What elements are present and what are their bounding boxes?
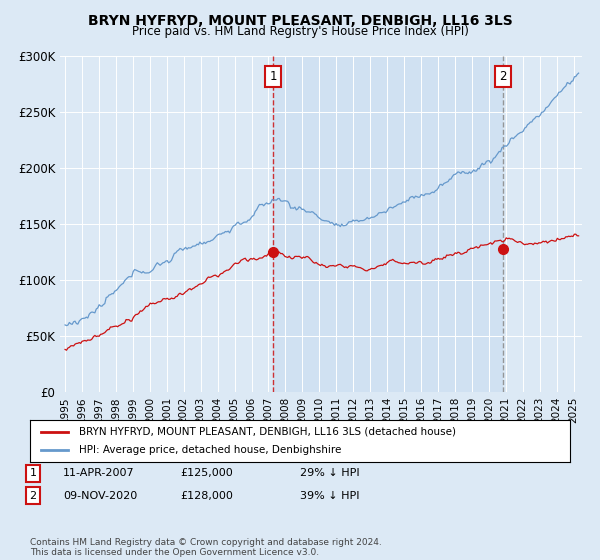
Text: £125,000: £125,000 <box>180 468 233 478</box>
Text: BRYN HYFRYD, MOUNT PLEASANT, DENBIGH, LL16 3LS: BRYN HYFRYD, MOUNT PLEASANT, DENBIGH, LL… <box>88 14 512 28</box>
Text: £128,000: £128,000 <box>180 491 233 501</box>
Text: 11-APR-2007: 11-APR-2007 <box>63 468 134 478</box>
Text: 39% ↓ HPI: 39% ↓ HPI <box>300 491 359 501</box>
Bar <box>273 56 503 392</box>
Text: Price paid vs. HM Land Registry's House Price Index (HPI): Price paid vs. HM Land Registry's House … <box>131 25 469 38</box>
Text: 1: 1 <box>269 69 277 83</box>
Text: 2: 2 <box>500 69 507 83</box>
Text: 2: 2 <box>29 491 37 501</box>
Text: 1: 1 <box>29 468 37 478</box>
Text: BRYN HYFRYD, MOUNT PLEASANT, DENBIGH, LL16 3LS (detached house): BRYN HYFRYD, MOUNT PLEASANT, DENBIGH, LL… <box>79 427 455 437</box>
Text: 29% ↓ HPI: 29% ↓ HPI <box>300 468 359 478</box>
Text: 09-NOV-2020: 09-NOV-2020 <box>63 491 137 501</box>
Text: HPI: Average price, detached house, Denbighshire: HPI: Average price, detached house, Denb… <box>79 445 341 455</box>
Text: Contains HM Land Registry data © Crown copyright and database right 2024.
This d: Contains HM Land Registry data © Crown c… <box>30 538 382 557</box>
